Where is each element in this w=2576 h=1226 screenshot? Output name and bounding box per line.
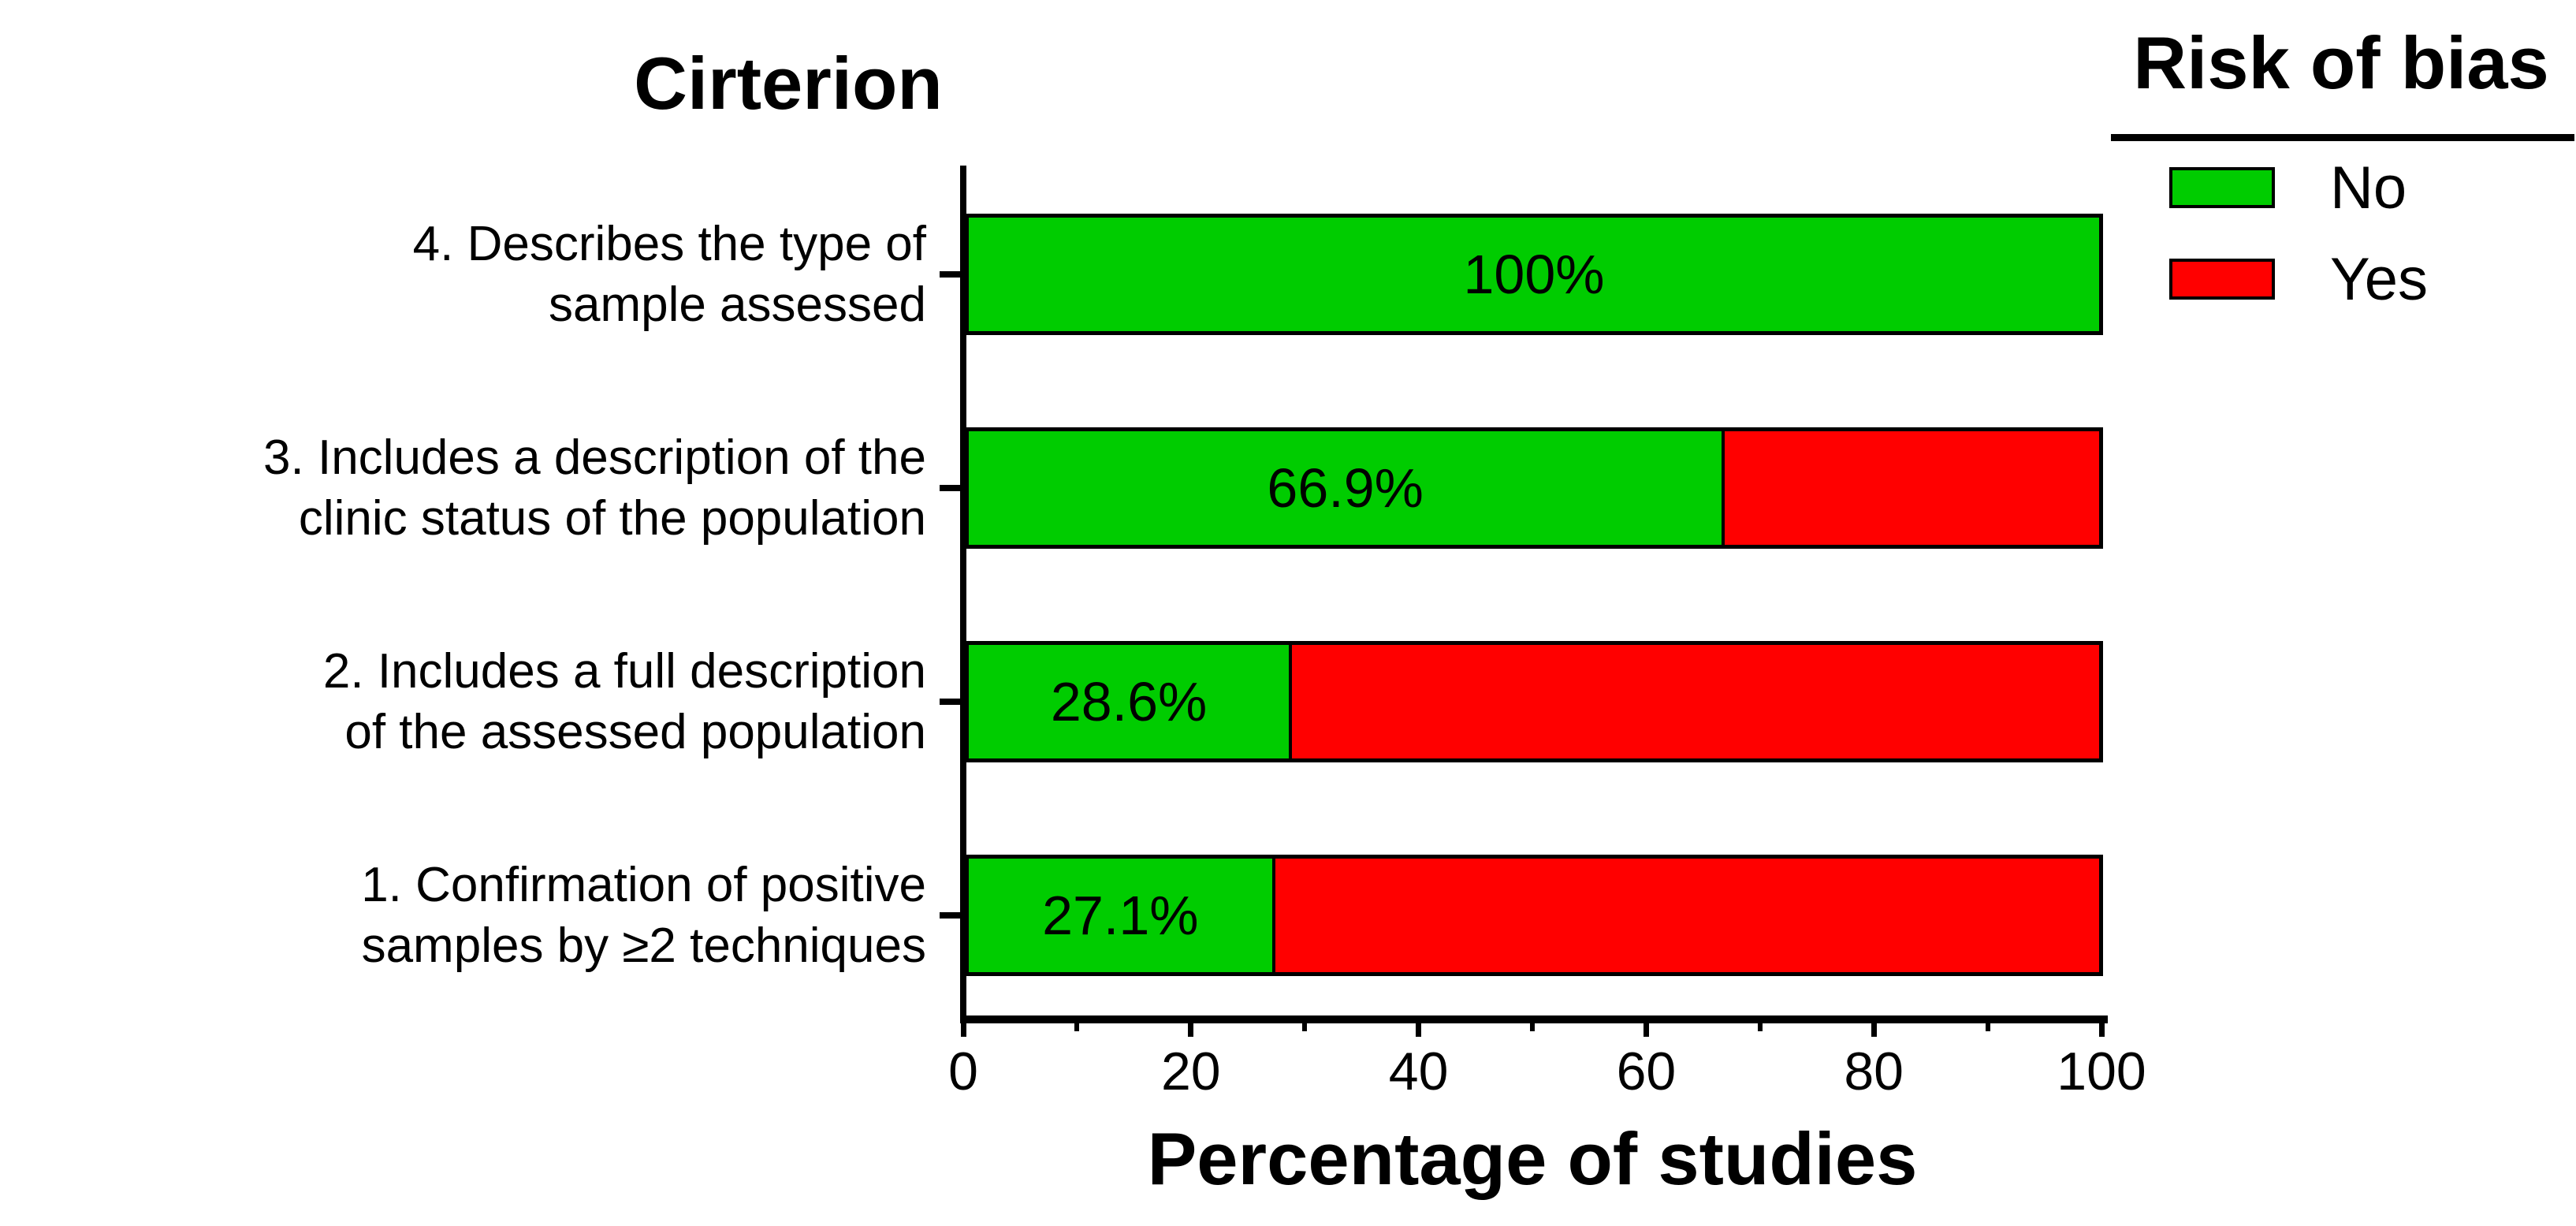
y-axis-tick <box>940 912 960 919</box>
x-axis-line <box>960 1015 2108 1023</box>
y-axis-tick <box>940 485 960 491</box>
bar-value-label: 66.9% <box>1267 457 1424 519</box>
bar-row: 27.1% <box>965 855 2103 976</box>
legend-underline <box>2111 134 2574 141</box>
x-axis-minor-tick <box>1074 1023 1080 1031</box>
bar-segment-yes <box>1292 645 2099 758</box>
bar-segment-yes <box>1275 859 2099 972</box>
x-axis-major-tick <box>1188 1023 1194 1037</box>
bar-row: 100% <box>965 214 2103 335</box>
y-axis-line <box>960 166 966 1023</box>
x-axis-major-tick <box>1416 1023 1422 1037</box>
category-label: 3. Includes a description of the clinic s… <box>0 427 926 549</box>
category-label-line: sample assessed <box>548 278 926 332</box>
x-axis-tick-label: 40 <box>1388 1042 1449 1101</box>
legend-item-label: Yes <box>2330 245 2428 313</box>
x-axis-major-tick <box>1643 1023 1649 1037</box>
legend-item-no: No <box>2169 155 2407 222</box>
x-axis-tick-label: 100 <box>2057 1042 2146 1101</box>
category-label-line: clinic status of the population <box>298 491 926 546</box>
bar-segment-no: 27.1% <box>969 859 1275 972</box>
x-axis-tick-label: 20 <box>1160 1042 1221 1101</box>
y-axis-tick <box>940 699 960 705</box>
category-label: 2. Includes a full description of the ass… <box>0 641 926 762</box>
x-axis-minor-tick <box>1757 1023 1763 1031</box>
x-axis-major-tick <box>2098 1023 2105 1037</box>
chart-title: Cirterion <box>634 42 943 125</box>
category-label-line: 4. Describes the type of <box>412 217 926 271</box>
bar-segment-no: 66.9% <box>969 431 1725 545</box>
y-axis-tick <box>940 271 960 278</box>
legend-item-label: No <box>2330 154 2407 222</box>
bar-row: 66.9% <box>965 427 2103 549</box>
x-axis-minor-tick <box>1530 1023 1535 1031</box>
bar-value-label: 27.1% <box>1042 885 1199 946</box>
x-axis-title: Percentage of studies <box>1147 1117 1918 1200</box>
bar-segment-no: 100% <box>969 218 2099 331</box>
category-label-line: 1. Confirmation of positive <box>361 858 926 912</box>
x-axis-major-tick <box>1871 1023 1877 1037</box>
bar-segment-yes <box>1725 431 2099 545</box>
bar-value-label: 100% <box>1463 244 1605 305</box>
x-axis-tick-label: 60 <box>1616 1042 1677 1101</box>
bar-value-label: 28.6% <box>1050 671 1208 732</box>
category-label-line: 3. Includes a description of the <box>263 430 926 485</box>
legend-swatch-yes <box>2169 259 2275 300</box>
x-axis-minor-tick <box>1985 1023 1990 1031</box>
category-label: 1. Confirmation of positive samples by ≥2… <box>0 855 926 976</box>
x-axis-tick-label: 80 <box>1844 1042 1904 1101</box>
category-label-line: samples by ≥2 techniques <box>361 919 926 973</box>
category-label: 4. Describes the type of sample assessed <box>0 214 926 335</box>
legend-item-yes: Yes <box>2169 246 2428 313</box>
category-label-line: of the assessed population <box>344 705 926 759</box>
x-axis-major-tick <box>960 1023 966 1037</box>
x-axis-tick-label: 0 <box>948 1042 978 1101</box>
bar-row: 28.6% <box>965 641 2103 762</box>
x-axis-minor-tick <box>1302 1023 1308 1031</box>
category-label-line: 2. Includes a full description <box>322 644 926 699</box>
legend-swatch-no <box>2169 167 2275 208</box>
bar-segment-no: 28.6% <box>969 645 1293 758</box>
legend-title: Risk of bias <box>2133 21 2549 104</box>
